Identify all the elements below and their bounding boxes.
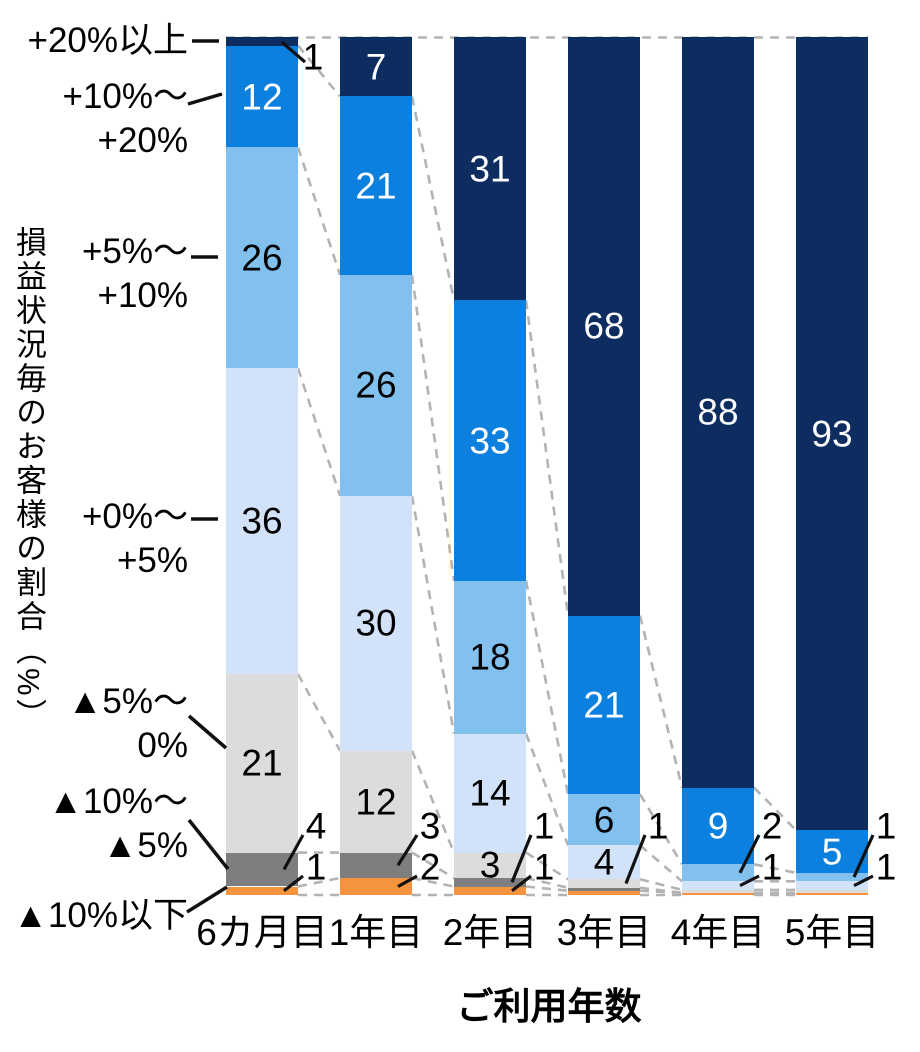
bar-value-label: 68: [583, 305, 625, 347]
bar-value-label: 14: [469, 772, 511, 814]
bar-segment-+0%〜+5%: [682, 881, 754, 890]
x-category-label: 3年目: [556, 912, 652, 953]
bar-value-label: 6: [593, 799, 615, 841]
callout-value-label: 1: [305, 846, 327, 888]
bar-segment-+20%以上: [454, 37, 526, 301]
bar-segment-+20%以上: [568, 37, 640, 616]
bar-segment-+10%〜+20%: [454, 300, 526, 581]
callout-value-label: 1: [875, 805, 897, 847]
bar-segment-▲10%以下: [796, 892, 868, 895]
bar-segment-▲10%以下: [340, 878, 412, 895]
callout-value-label: 2: [761, 805, 783, 847]
bar-value-label: 21: [355, 165, 397, 207]
bar-value-label: 9: [707, 805, 729, 847]
bar-value-label: 36: [241, 500, 283, 542]
bar-segment-▲10%〜▲5%: [568, 887, 640, 891]
bar-segment-+5%〜+10%: [454, 580, 526, 734]
bar-segment-▲5%〜0%: [796, 889, 868, 893]
bar-value-label: 31: [469, 148, 511, 190]
callout-value-label: 2: [419, 846, 441, 888]
bar-6カ月目: [226, 37, 298, 895]
y-axis-title: 損益状況毎のお客様の割合（%）: [11, 226, 46, 733]
callout-value-label: 1: [302, 36, 324, 78]
y-tick-label: +5%〜 +10%: [81, 232, 188, 315]
bar-segment-▲10%以下: [568, 890, 640, 895]
bar-5年目: [796, 37, 868, 895]
y-tick-label: +10%〜 +20%: [62, 77, 189, 160]
bar-value-label: 26: [355, 364, 397, 406]
bar-segment-+20%以上: [682, 37, 754, 788]
x-category-label: 2年目: [442, 912, 538, 953]
bar-segment-▲10%〜▲5%: [454, 878, 526, 887]
bar-segment-+5%〜+10%: [796, 872, 868, 882]
y-tick-label: +20%以上: [27, 21, 189, 60]
bar-value-label: 26: [241, 237, 283, 279]
bar-segment-▲10%以下: [454, 886, 526, 895]
bar-segment-▲5%〜0%: [226, 674, 298, 853]
bar-segment-+20%以上: [796, 37, 868, 831]
y-tick-label: ▲5%〜 0%: [67, 682, 188, 765]
bar-value-label: 93: [811, 413, 853, 455]
callout-value-label: 1: [761, 846, 783, 888]
callout-value-label: 1: [875, 846, 897, 888]
callout-value-label: 1: [533, 846, 555, 888]
bar-value-label: 3: [479, 844, 501, 886]
y-tick-label: ▲10%以下: [13, 896, 188, 935]
bar-segment-▲10%以下: [226, 886, 298, 895]
x-category-label: 5年目: [784, 912, 880, 953]
bar-value-label: 4: [593, 841, 615, 883]
bar-3年目: [568, 37, 640, 895]
bar-value-label: 30: [355, 602, 397, 644]
bar-segment-+5%〜+10%: [226, 147, 298, 369]
callout-value-label: 4: [305, 805, 327, 847]
bar-segment-▲5%〜0%: [682, 889, 754, 893]
bar-segment-+5%〜+10%: [682, 864, 754, 882]
bar-segment-+20%以上: [340, 37, 412, 97]
x-category-label: 1年目: [328, 912, 424, 953]
bar-segment-+5%〜+10%: [340, 274, 412, 496]
bar-segment-+10%〜+20%: [340, 96, 412, 275]
y-tick-label: +0%〜 +5%: [81, 497, 188, 580]
bar-value-label: 21: [241, 742, 283, 784]
bar-value-label: 18: [469, 636, 511, 678]
bar-value-label: 5: [821, 831, 843, 872]
callout-value-label: 3: [419, 805, 441, 847]
bar-segment-▲10%以下: [682, 892, 754, 895]
callout-value-label: 1: [533, 805, 555, 847]
callout-value-label: 1: [647, 805, 669, 847]
bar-segment-+0%〜+5%: [340, 495, 412, 751]
bar-segment-+20%以上: [226, 37, 298, 46]
bar-1年目: [340, 37, 412, 895]
bar-value-label: 88: [697, 391, 739, 433]
bar-value-label: 33: [469, 420, 511, 461]
bar-2年目: [454, 37, 526, 895]
bar-value-label: 21: [583, 684, 625, 726]
x-category-label: 6カ月目: [196, 912, 328, 953]
bar-segment-+0%〜+5%: [454, 733, 526, 853]
bar-value-label: 12: [355, 781, 397, 823]
bar-value-label: 12: [241, 76, 283, 117]
x-axis-title: ご利用年数: [456, 986, 642, 1027]
y-tick-label: ▲10%〜 ▲5%: [48, 782, 188, 865]
bar-segment-+0%〜+5%: [796, 881, 868, 890]
bar-4年目: [682, 37, 754, 895]
x-category-label: 4年目: [670, 912, 766, 953]
bar-value-label: 7: [365, 46, 387, 88]
bar-segment-+10%〜+20%: [568, 615, 640, 795]
bar-segment-▲5%〜0%: [568, 879, 640, 888]
bar-segment-+0%〜+5%: [226, 368, 298, 675]
